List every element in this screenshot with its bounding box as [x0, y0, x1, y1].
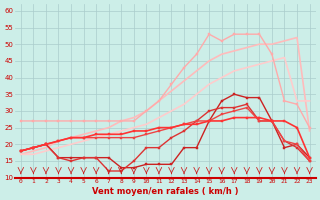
- X-axis label: Vent moyen/en rafales ( km/h ): Vent moyen/en rafales ( km/h ): [92, 187, 238, 196]
